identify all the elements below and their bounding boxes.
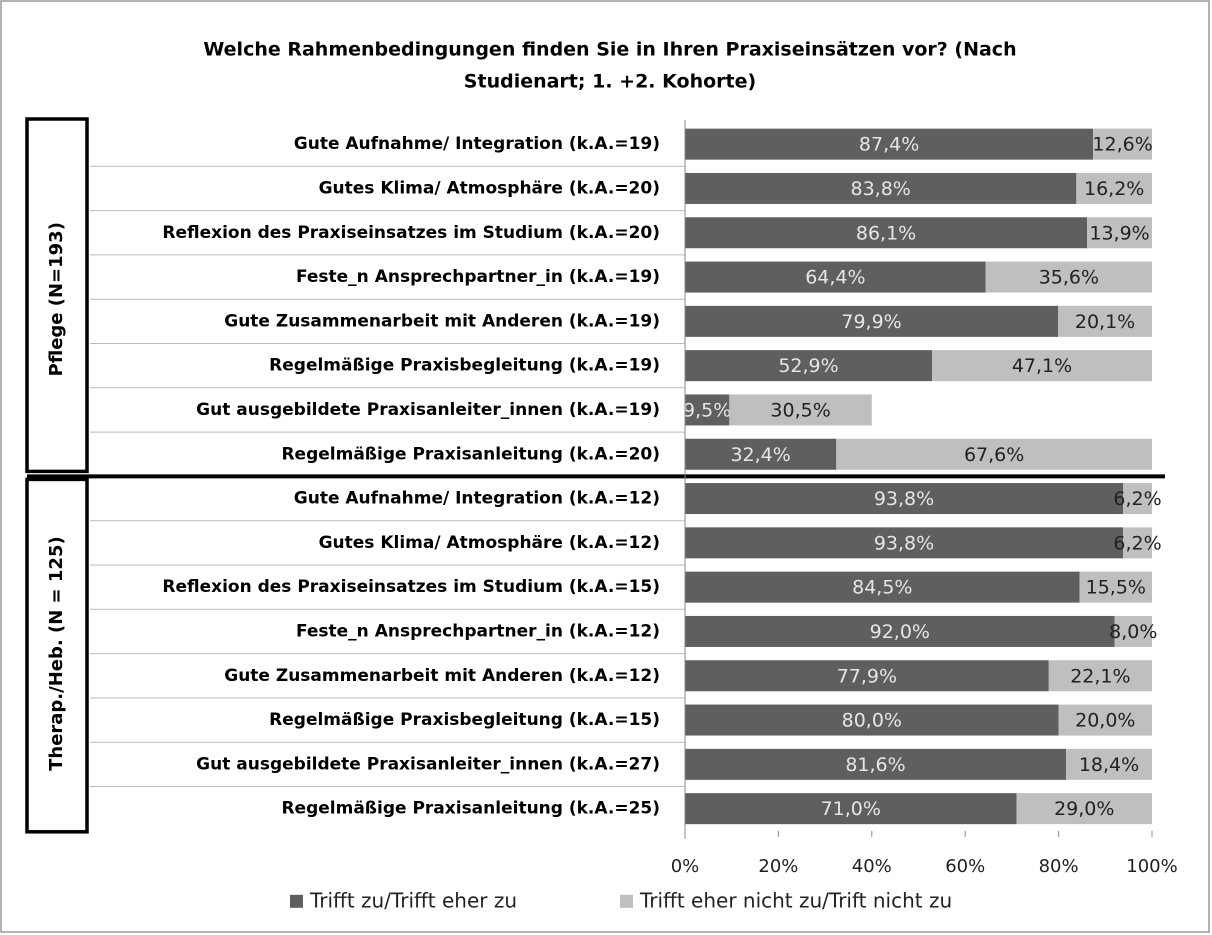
y-tick-label: Regelmäßige Praxisanleitung (k.A.=20) <box>281 444 660 464</box>
bar-segment <box>685 217 1088 249</box>
bar-segment <box>685 172 1077 204</box>
x-tick-label: 0% <box>671 856 700 877</box>
y-tick-label: Gutes Klima/ Atmosphäre (k.A.=12) <box>319 533 660 553</box>
y-tick-label: Gutes Klima/ Atmosphäre (k.A.=20) <box>319 178 660 198</box>
y-tick-label: Gute Zusammenarbeit mit Anderen (k.A.=12… <box>224 666 660 686</box>
y-tick-label: Gut ausgebildete Praxisanleiter_innen (k… <box>196 754 660 774</box>
value-label: 52,9% <box>778 355 838 377</box>
bar-segment <box>685 571 1080 603</box>
chart-title: Studienart; 1. +2. Kohorte) <box>464 71 756 93</box>
chart-title: Welche Rahmenbedingungen finden Sie in I… <box>203 39 1016 61</box>
group-label: Pflege (N=193) <box>46 222 67 376</box>
value-label: 47,1% <box>1012 355 1072 377</box>
x-tick-label: 80% <box>1039 856 1079 877</box>
value-label: 20,0% <box>1075 710 1135 732</box>
bar-segment <box>685 261 986 293</box>
y-tick-label: Regelmäßige Praxisbegleitung (k.A.=15) <box>269 710 660 730</box>
value-label: 83,8% <box>850 178 910 200</box>
bar-segment <box>1087 217 1152 249</box>
bar-segment <box>1048 660 1152 692</box>
value-label: 6,2% <box>1113 532 1161 554</box>
bar-segment <box>685 394 730 426</box>
group-box <box>25 117 89 474</box>
bar-segment <box>685 350 933 382</box>
bar-segment <box>1058 704 1152 736</box>
bar-segment <box>1093 128 1152 160</box>
bar-segment <box>685 660 1049 692</box>
value-label: 30,5% <box>770 399 830 421</box>
bar-segment <box>1058 305 1152 337</box>
legend-label: Trifft zu/Trifft eher zu <box>309 888 517 912</box>
value-label: 92,0% <box>870 621 930 643</box>
x-tick-label: 20% <box>758 856 798 877</box>
value-label: 20,1% <box>1075 311 1135 333</box>
bar-segment <box>1066 748 1152 780</box>
bar-segment <box>985 261 1152 293</box>
bar-segment <box>685 305 1059 337</box>
value-label: 79,9% <box>841 311 901 333</box>
y-tick-label: Regelmäßige Praxisanleitung (k.A.=25) <box>281 799 660 819</box>
bar-segment <box>932 350 1152 382</box>
value-label: 9,5% <box>683 399 731 421</box>
value-label: 16,2% <box>1084 178 1144 200</box>
value-label: 35,6% <box>1039 267 1099 289</box>
y-tick-label: Reflexion des Praxiseinsatzes im Studium… <box>162 577 660 597</box>
legend-swatch <box>290 894 303 908</box>
value-label: 6,2% <box>1113 488 1161 510</box>
value-label: 86,1% <box>856 222 916 244</box>
bar-segment <box>1123 527 1152 559</box>
y-tick-label: Gute Aufnahme/ Integration (k.A.=19) <box>294 134 660 154</box>
bar-segment <box>1016 793 1152 825</box>
x-tick-label: 100% <box>1126 856 1177 877</box>
y-tick-label: Reflexion des Praxiseinsatzes im Studium… <box>162 223 660 243</box>
bar-segment <box>1123 483 1152 515</box>
value-label: 67,6% <box>964 444 1024 466</box>
bar-segment <box>1114 615 1152 647</box>
value-label: 13,9% <box>1089 222 1149 244</box>
bar-segment <box>1079 571 1152 603</box>
value-label: 8,0% <box>1109 621 1157 643</box>
y-tick-label: Gut ausgebildete Praxisanleiter_innen (k… <box>196 400 660 420</box>
value-label: 93,8% <box>874 532 934 554</box>
legend-label: Trifft eher nicht zu/Trift nicht zu <box>639 888 952 912</box>
bar-segment <box>685 128 1094 160</box>
value-label: 93,8% <box>874 488 934 510</box>
bar-segment <box>685 748 1067 780</box>
bar-segment <box>685 483 1124 515</box>
value-label: 15,5% <box>1086 577 1146 599</box>
y-tick-label: Regelmäßige Praxisbegleitung (k.A.=19) <box>269 356 660 376</box>
value-label: 32,4% <box>730 444 790 466</box>
value-label: 12,6% <box>1092 134 1152 156</box>
value-label: 18,4% <box>1079 754 1139 776</box>
value-label: 22,1% <box>1070 665 1130 687</box>
value-label: 81,6% <box>845 754 905 776</box>
bar-segment <box>729 394 872 426</box>
value-label: 87,4% <box>859 134 919 156</box>
bar-segment <box>685 615 1115 647</box>
bar-segment <box>836 438 1152 470</box>
bar-segment <box>685 704 1059 736</box>
value-label: 77,9% <box>837 665 897 687</box>
legend-swatch <box>620 894 633 908</box>
group-box <box>25 477 89 834</box>
group-label: Therap./Heb. (N = 125) <box>46 536 67 771</box>
bar-segment <box>685 793 1017 825</box>
x-tick-label: 60% <box>945 856 985 877</box>
x-tick-label: 40% <box>852 856 892 877</box>
value-label: 64,4% <box>805 267 865 289</box>
y-tick-label: Feste_n Ansprechpartner_in (k.A.=12) <box>296 621 660 641</box>
y-tick-label: Gute Zusammenarbeit mit Anderen (k.A.=19… <box>224 311 660 331</box>
bar-segment <box>685 438 837 470</box>
value-label: 84,5% <box>852 577 912 599</box>
value-label: 29,0% <box>1054 798 1114 820</box>
value-label: 80,0% <box>842 710 902 732</box>
y-tick-label: Gute Aufnahme/ Integration (k.A.=12) <box>294 489 660 509</box>
bar-segment <box>1076 172 1152 204</box>
y-tick-label: Feste_n Ansprechpartner_in (k.A.=19) <box>296 267 660 287</box>
bar-segment <box>685 527 1124 559</box>
value-label: 71,0% <box>821 798 881 820</box>
